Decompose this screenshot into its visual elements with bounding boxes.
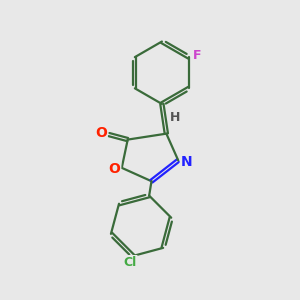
Text: H: H: [170, 111, 181, 124]
Text: N: N: [181, 155, 192, 169]
Text: F: F: [193, 49, 202, 62]
Text: O: O: [108, 162, 120, 176]
Text: Cl: Cl: [123, 256, 137, 269]
Text: O: O: [95, 126, 107, 140]
